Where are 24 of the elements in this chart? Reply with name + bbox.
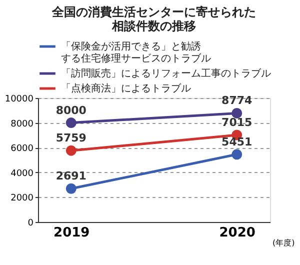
y-tick-label: 6000: [10, 144, 34, 154]
y-tick-label: 8000: [10, 119, 34, 130]
y-tick-label: 0: [28, 218, 34, 228]
data-label: 2691: [56, 170, 86, 183]
data-label: 5759: [56, 132, 86, 145]
data-label: 8000: [56, 104, 87, 117]
point: [66, 145, 76, 156]
point: [66, 118, 76, 128]
point: [66, 183, 76, 194]
data-label: 8774: [222, 94, 253, 108]
x-tick-label: 2019: [54, 226, 90, 240]
legend-label: 「点検商法」によるトラブル: [61, 82, 191, 94]
data-label: 7015: [222, 116, 252, 130]
point: [232, 108, 242, 118]
legend-label: 「保険金が活用できる」と勧誘する住宅修理サービスのトラブル: [61, 40, 211, 64]
y-tick-label: 10000: [4, 94, 34, 104]
data-label: 5451: [222, 135, 252, 148]
legend-label: 「訪問販売」によるリフォーム工事のトラブル: [61, 68, 271, 80]
chart-title: 全国の消費生活センターに寄せられた相談件数の推移: [51, 5, 256, 33]
x-tick-label: 2020: [219, 226, 256, 240]
y-tick-label: 2000: [10, 194, 34, 204]
y-tick-label: 4000: [10, 168, 34, 179]
point: [232, 149, 242, 160]
x-axis-title: (年度): [272, 238, 295, 248]
